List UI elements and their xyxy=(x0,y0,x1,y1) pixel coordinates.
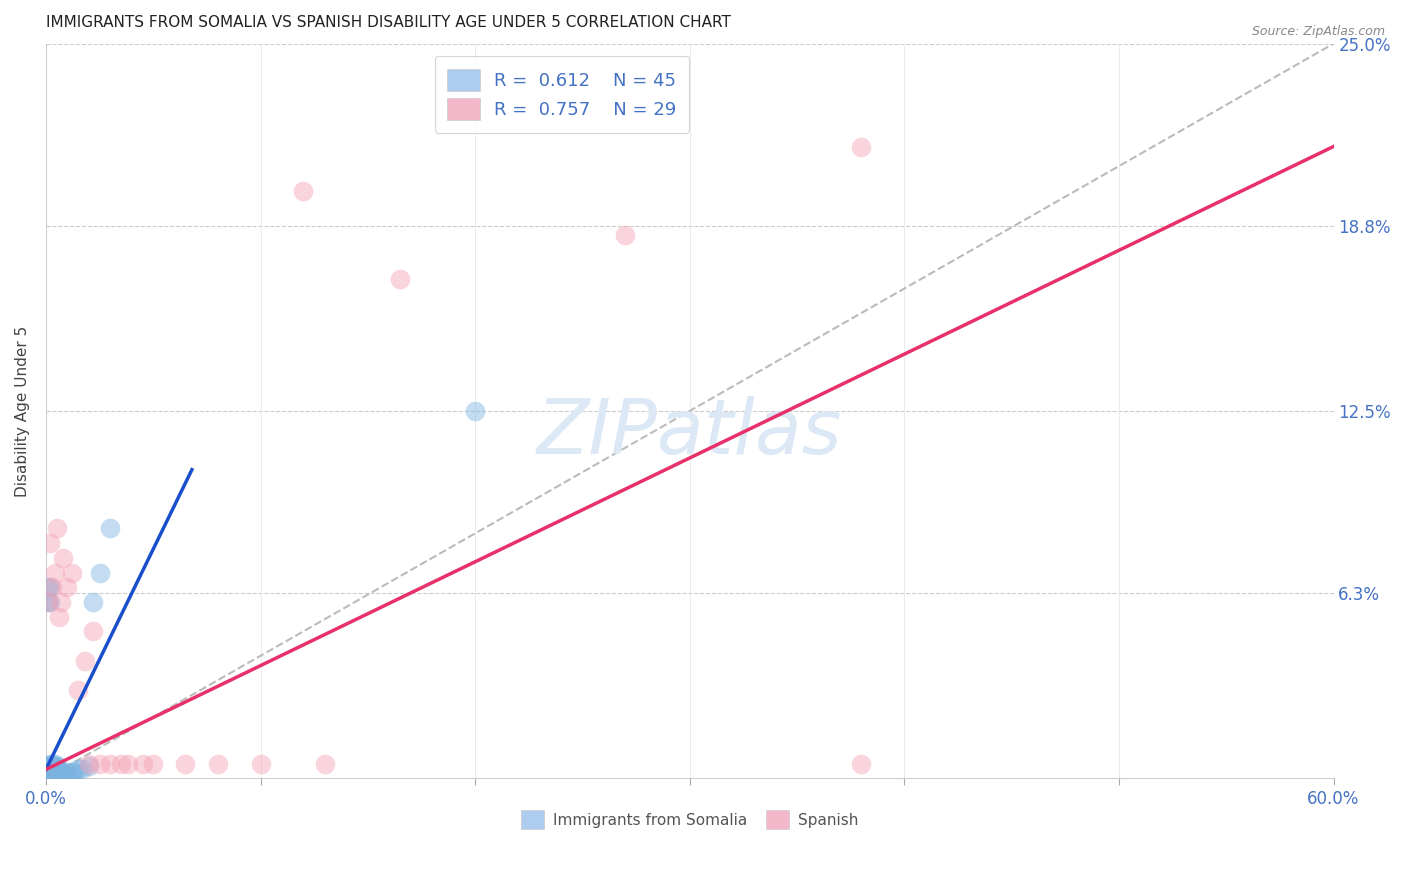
Point xyxy=(67,763,90,777)
Point xyxy=(77,759,100,773)
Point xyxy=(60,566,83,580)
Point xyxy=(72,763,94,777)
Point xyxy=(44,756,66,771)
Point xyxy=(174,756,197,771)
Point xyxy=(45,763,67,777)
Legend: Immigrants from Somalia, Spanish: Immigrants from Somalia, Spanish xyxy=(513,803,866,837)
Point xyxy=(39,768,62,782)
Point xyxy=(44,566,66,580)
Point xyxy=(45,759,67,773)
Point xyxy=(82,624,104,639)
Point xyxy=(39,580,62,594)
Point xyxy=(851,139,873,153)
Point xyxy=(73,654,96,668)
Point xyxy=(44,768,66,782)
Point xyxy=(49,765,72,780)
Point xyxy=(464,404,486,418)
Point xyxy=(44,763,66,777)
Point xyxy=(41,768,63,782)
Text: ZIPatlas: ZIPatlas xyxy=(537,396,842,470)
Point xyxy=(41,580,63,594)
Point xyxy=(48,763,70,777)
Point xyxy=(98,756,121,771)
Point xyxy=(142,756,165,771)
Point xyxy=(39,756,62,771)
Point xyxy=(67,683,90,698)
Point xyxy=(45,521,67,535)
Point xyxy=(49,768,72,782)
Point xyxy=(56,580,79,594)
Point xyxy=(44,765,66,780)
Point xyxy=(82,595,104,609)
Point xyxy=(39,759,62,773)
Point xyxy=(292,184,315,198)
Point xyxy=(37,595,59,609)
Point xyxy=(249,756,271,771)
Point xyxy=(131,756,153,771)
Y-axis label: Disability Age Under 5: Disability Age Under 5 xyxy=(15,326,30,497)
Point xyxy=(49,595,72,609)
Point xyxy=(53,768,76,782)
Point xyxy=(314,756,336,771)
Point xyxy=(41,765,63,780)
Point xyxy=(110,756,132,771)
Point xyxy=(41,756,63,771)
Point xyxy=(614,227,637,242)
Point xyxy=(37,763,59,777)
Point xyxy=(52,550,75,565)
Point xyxy=(389,271,412,285)
Point xyxy=(60,765,83,780)
Point xyxy=(39,536,62,550)
Point xyxy=(117,756,139,771)
Point xyxy=(37,759,59,773)
Point xyxy=(52,768,75,782)
Point xyxy=(37,765,59,780)
Point xyxy=(39,765,62,780)
Point xyxy=(48,765,70,780)
Point xyxy=(39,595,62,609)
Point xyxy=(37,595,59,609)
Point xyxy=(89,566,111,580)
Point xyxy=(44,759,66,773)
Point xyxy=(39,763,62,777)
Point xyxy=(98,521,121,535)
Point xyxy=(207,756,229,771)
Point xyxy=(41,763,63,777)
Text: IMMIGRANTS FROM SOMALIA VS SPANISH DISABILITY AGE UNDER 5 CORRELATION CHART: IMMIGRANTS FROM SOMALIA VS SPANISH DISAB… xyxy=(46,15,731,30)
Point xyxy=(89,756,111,771)
Point xyxy=(63,765,86,780)
Text: Source: ZipAtlas.com: Source: ZipAtlas.com xyxy=(1251,25,1385,38)
Point xyxy=(45,765,67,780)
Point xyxy=(77,756,100,771)
Point xyxy=(37,580,59,594)
Point xyxy=(58,768,80,782)
Point xyxy=(41,759,63,773)
Point xyxy=(48,609,70,624)
Point xyxy=(48,768,70,782)
Point xyxy=(37,768,59,782)
Point xyxy=(45,768,67,782)
Point xyxy=(851,756,873,771)
Point xyxy=(56,765,79,780)
